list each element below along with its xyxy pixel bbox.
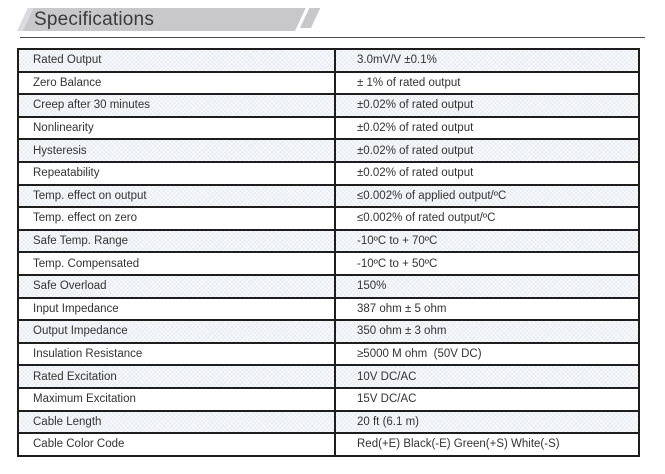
table-row: Zero Balance ± 1% of rated output bbox=[17, 70, 640, 96]
table-row: Repeatability ±0.02% of rated output bbox=[17, 160, 640, 186]
spec-value-cell: 20 ft (6.1 m) bbox=[334, 409, 640, 435]
page-title: Specifications bbox=[34, 9, 155, 30]
spec-value-cell: ± 1% of rated output bbox=[334, 70, 640, 96]
spec-label-cell: Temp. effect on zero bbox=[17, 206, 336, 231]
spec-label-cell: Safe Overload bbox=[17, 273, 336, 299]
spec-value-cell: ±0.02% of rated output bbox=[334, 115, 640, 141]
table-row: Temp. effect on zero ≤0.002% of rated ou… bbox=[17, 206, 640, 231]
spec-value-cell: ≤0.002% of rated output/ºC bbox=[334, 206, 640, 231]
table-row: Cable Length 20 ft (6.1 m) bbox=[17, 409, 640, 435]
spec-label-cell: Rated Excitation bbox=[17, 364, 336, 389]
header-divider-rule bbox=[20, 37, 645, 38]
spec-label-cell: Safe Temp. Range bbox=[17, 228, 336, 254]
spec-value-cell: ±0.02% of rated output bbox=[334, 93, 640, 118]
spec-label-cell: Output Impedance bbox=[17, 319, 336, 344]
spec-label-cell: Zero Balance bbox=[17, 70, 336, 96]
table-row: Output Impedance 350 ohm ± 3 ohm bbox=[17, 319, 640, 344]
spec-label-cell: Maximum Excitation bbox=[17, 386, 336, 412]
spec-value-cell: 10V DC/AC bbox=[334, 364, 640, 389]
spec-label-cell: Input Impedance bbox=[17, 296, 336, 322]
spec-label-cell: Cable Color Code bbox=[17, 432, 336, 457]
table-row: Input Impedance 387 ohm ± 5 ohm bbox=[17, 296, 640, 322]
table-row: Rated Excitation 10V DC/AC bbox=[17, 364, 640, 389]
table-row: Rated Output 3.0mV/V ±0.1% bbox=[17, 48, 640, 73]
spec-label-cell: Insulation Resistance bbox=[17, 341, 336, 367]
spec-value-cell: 15V DC/AC bbox=[334, 386, 640, 412]
table-row: Creep after 30 minutes ±0.02% of rated o… bbox=[17, 93, 640, 118]
spec-value-cell: Red(+E) Black(-E) Green(+S) White(-S) bbox=[334, 432, 640, 457]
spec-value-cell: 150% bbox=[334, 273, 640, 299]
table-row: Temp. Compensated -10ºC to + 50ºC bbox=[17, 251, 640, 276]
table-row: Safe Temp. Range -10ºC to + 70ºC bbox=[17, 228, 640, 254]
table-row: Nonlinearity ±0.02% of rated output bbox=[17, 115, 640, 141]
table-row: Cable Color Code Red(+E) Black(-E) Green… bbox=[17, 432, 640, 457]
spec-label-cell: Cable Length bbox=[17, 409, 336, 435]
spec-label-cell: Temp. Compensated bbox=[17, 251, 336, 276]
spec-value-cell: ≥5000 M ohm (50V DC) bbox=[334, 341, 640, 367]
spec-value-cell: 350 ohm ± 3 ohm bbox=[334, 319, 640, 344]
spec-value-cell: ±0.02% of rated output bbox=[334, 160, 640, 186]
table-row: Insulation Resistance ≥5000 M ohm (50V D… bbox=[17, 341, 640, 367]
spec-label-cell: Rated Output bbox=[17, 48, 336, 73]
spec-value-cell: 387 ohm ± 5 ohm bbox=[334, 296, 640, 322]
spec-value-cell: ≤0.002% of applied output/ºC bbox=[334, 183, 640, 209]
spec-value-cell: ±0.02% of rated output bbox=[334, 138, 640, 163]
table-row: Temp. effect on output ≤0.002% of applie… bbox=[17, 183, 640, 209]
table-row: Maximum Excitation 15V DC/AC bbox=[17, 386, 640, 412]
spec-table-body: Rated Output 3.0mV/V ±0.1% Zero Balance … bbox=[17, 48, 640, 457]
spec-value-cell: -10ºC to + 70ºC bbox=[334, 228, 640, 254]
table-row: Hysteresis ±0.02% of rated output bbox=[17, 138, 640, 163]
spec-label-cell: Creep after 30 minutes bbox=[17, 93, 336, 118]
table-row: Safe Overload 150% bbox=[17, 273, 640, 299]
spec-value-cell: 3.0mV/V ±0.1% bbox=[334, 48, 640, 73]
spec-label-cell: Nonlinearity bbox=[17, 115, 336, 141]
spec-table: Rated Output 3.0mV/V ±0.1% Zero Balance … bbox=[17, 48, 640, 457]
spec-label-cell: Hysteresis bbox=[17, 138, 336, 163]
spec-value-cell: -10ºC to + 50ºC bbox=[334, 251, 640, 276]
spec-label-cell: Temp. effect on output bbox=[17, 183, 336, 209]
spec-label-cell: Repeatability bbox=[17, 160, 336, 186]
